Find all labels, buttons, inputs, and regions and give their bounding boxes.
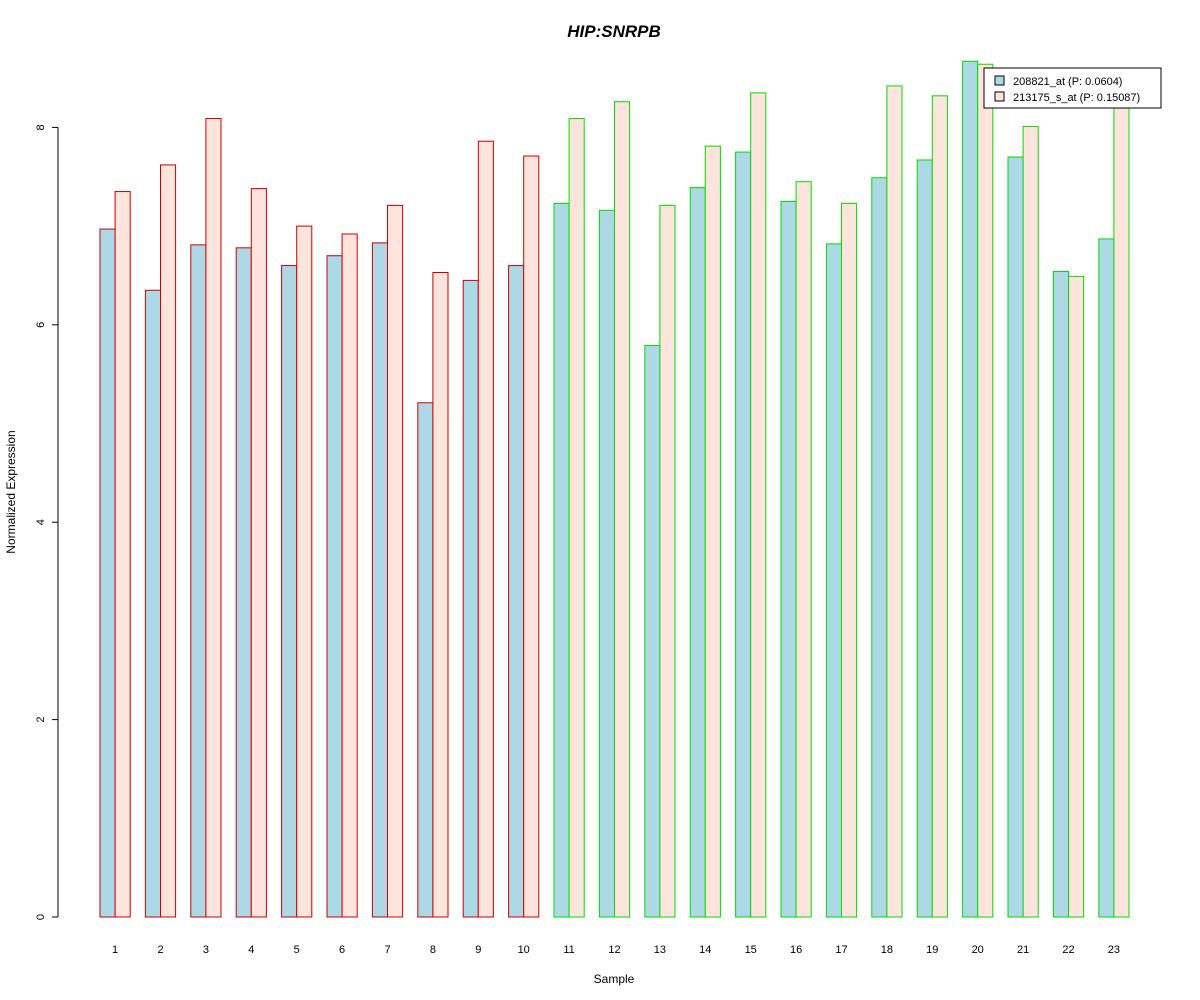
- x-tick-label: 7: [384, 944, 390, 956]
- bar-series2-sample-15: [750, 92, 767, 918]
- bar-series1-sample-13: [644, 345, 661, 918]
- bar-series1-sample-18: [871, 177, 888, 918]
- y-tick-label: 8: [35, 124, 47, 130]
- bar-series1-sample-22: [1052, 271, 1070, 918]
- bar-series1-sample-12: [598, 209, 616, 918]
- bar-series2-sample-22: [1068, 275, 1085, 918]
- x-tick-label: 1: [112, 944, 118, 956]
- x-tick-labels: 1 2 3 4 5 6 7 8 9 10 11 12 13 14 15 16 17 18 19 20 21 22 23: [112, 944, 1120, 956]
- x-tick-label: 3: [203, 944, 209, 956]
- x-tick-label: 13: [654, 944, 666, 956]
- bar-series2-sample-12: [614, 101, 631, 918]
- legend: 208821_at (P: 0.0604) 213175_s_at (P: 0.1…: [983, 67, 1162, 109]
- x-tick-label: 23: [1108, 944, 1120, 956]
- y-tick-label: 6: [35, 322, 47, 328]
- bar-series1-sample-10: [508, 265, 525, 918]
- bar-series2-sample-9: [477, 140, 494, 918]
- bar-series2-sample-4: [250, 188, 267, 918]
- x-tick-label: 4: [248, 944, 254, 956]
- x-tick-label: 2: [157, 944, 163, 956]
- bar-series2-sample-13: [659, 204, 676, 918]
- bar-series1-sample-6: [326, 255, 343, 918]
- y-tick-label: 4: [35, 519, 47, 525]
- bar-series2-sample-17: [841, 202, 858, 918]
- x-tick-label: 6: [339, 944, 345, 956]
- x-tick-label: 17: [835, 944, 847, 956]
- bar-series1-sample-19: [916, 159, 933, 918]
- bar-series2-sample-2: [160, 164, 177, 918]
- legend-entry: 213175_s_at (P: 0.15087): [1013, 92, 1140, 104]
- bar-series1-sample-21: [1007, 156, 1024, 918]
- bar-series1-sample-15: [735, 151, 752, 918]
- legend-swatch: [994, 75, 1005, 86]
- bar-series1-sample-16: [780, 200, 797, 918]
- bar-series2-sample-6: [341, 233, 358, 918]
- bar-series1-sample-14: [689, 187, 706, 918]
- x-tick-label: 9: [475, 944, 481, 956]
- y-axis-label: Normalized Expression: [4, 430, 18, 553]
- bars: [99, 60, 1130, 918]
- y-tick-label: 0: [35, 914, 47, 920]
- bar-series1-sample-2: [144, 289, 161, 918]
- x-tick-label: 8: [430, 944, 436, 956]
- bar-series1-sample-7: [371, 242, 388, 918]
- bar-series1-sample-9: [462, 279, 479, 918]
- bar-series1-sample-8: [417, 402, 434, 918]
- legend-box: [983, 67, 1162, 109]
- bar-series2-sample-21: [1022, 125, 1039, 918]
- x-tick-label: 19: [926, 944, 938, 956]
- bar-series2-sample-5: [296, 225, 313, 918]
- x-tick-label: 20: [972, 944, 984, 956]
- x-tick-label: 16: [790, 944, 802, 956]
- bar-series2-sample-7: [387, 204, 404, 918]
- bar-series2-sample-16: [795, 181, 812, 918]
- bar-series1-sample-23: [1098, 238, 1115, 918]
- bar-series2-sample-11: [568, 118, 585, 918]
- legend-swatch: [994, 91, 1005, 102]
- x-tick-label: 15: [745, 944, 757, 956]
- x-tick-label: 21: [1017, 944, 1029, 956]
- bar-series1-sample-1: [99, 228, 116, 918]
- bar-series2-sample-19: [931, 95, 948, 918]
- bar-series2-sample-3: [205, 118, 222, 918]
- bar-series1-sample-17: [825, 243, 843, 918]
- bar-series2-sample-20: [977, 63, 994, 918]
- x-tick-label: 22: [1062, 944, 1074, 956]
- x-tick-label: 11: [563, 944, 574, 956]
- legend-entry: 208821_at (P: 0.0604): [1013, 76, 1122, 88]
- y-axis: 0 2 4 6 8: [35, 124, 59, 920]
- bar-series2-sample-10: [523, 155, 540, 918]
- bar-series1-sample-4: [235, 247, 252, 918]
- bar-series2-sample-14: [704, 145, 721, 918]
- x-axis-label: Sample: [594, 972, 635, 986]
- bar-series1-sample-3: [190, 244, 207, 918]
- bar-series1-sample-5: [281, 265, 298, 918]
- bar-series2-sample-1: [114, 191, 131, 918]
- bar-series2-sample-8: [432, 271, 449, 918]
- bar-series2-sample-18: [886, 85, 903, 918]
- x-tick-label: 18: [881, 944, 893, 956]
- x-tick-label: 14: [699, 944, 711, 956]
- y-tick-label: 2: [35, 717, 47, 723]
- x-tick-label: 10: [518, 944, 530, 956]
- x-tick-label: 12: [608, 944, 620, 956]
- bar-series1-sample-20: [962, 60, 979, 918]
- chart-title: HIP:SNRPB: [567, 22, 661, 41]
- bar-series2-sample-23: [1113, 97, 1130, 918]
- bar-series1-sample-11: [553, 202, 570, 918]
- x-tick-label: 5: [294, 944, 300, 956]
